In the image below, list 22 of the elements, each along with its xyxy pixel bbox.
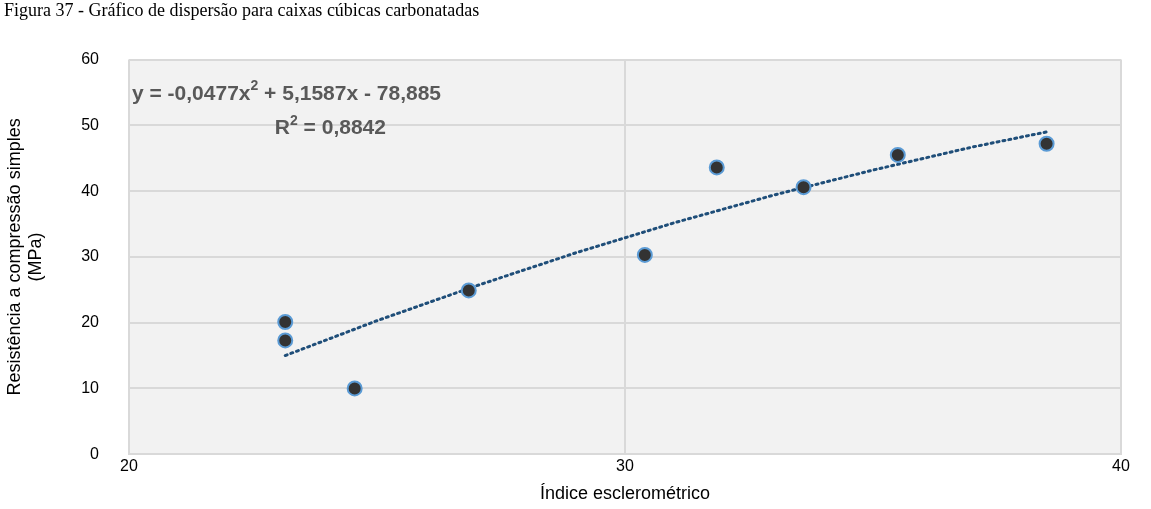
point [795,179,812,196]
point [460,282,477,299]
point [708,159,725,176]
point [889,146,906,163]
y-tick-label: 0 [90,444,100,462]
y-tick-label: 60 [81,50,100,68]
x-tick-label: 20 [120,457,138,475]
x-tick-label: 30 [616,457,634,475]
point [277,314,294,331]
point [1038,135,1055,152]
y-tick-label: 40 [81,181,100,199]
point [636,246,653,263]
y-tick-label: 10 [81,378,100,396]
chart-title: Figura 37 - Gráfico de dispersão para caixas cúbicas carbonatadas [3,0,481,20]
point [346,380,363,397]
point [277,332,294,349]
y-tick-label: 20 [81,313,100,331]
x-axis-title: Índice esclerométrico [539,483,711,504]
y-tick-label: 30 [81,247,100,265]
x-tick-label: 40 [1112,457,1130,475]
y-axis-title: Resistência a compressão simples (MPa) [3,118,46,396]
y-tick-label: 50 [81,115,100,133]
